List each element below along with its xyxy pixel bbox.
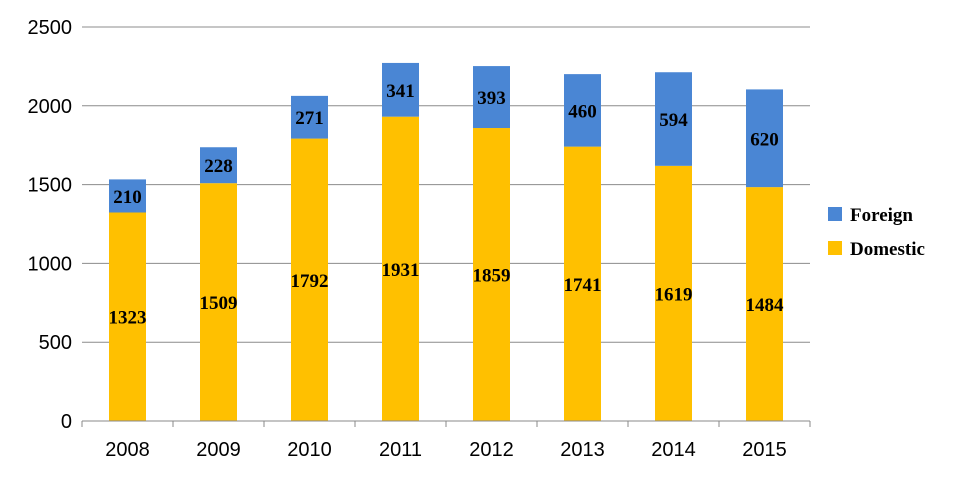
- x-axis-ticks: 2008 2009 2010 2011 2012 2013 2014 2015: [81, 421, 811, 461]
- y-tick-label: 500: [39, 332, 72, 354]
- x-tick-label: 2010: [287, 439, 332, 461]
- bar-foreign: [564, 74, 601, 147]
- y-axis-ticks: 0 500 1000 1500 2000 2500: [28, 17, 73, 433]
- bars: [109, 62, 783, 421]
- data-label-domestic: 1509: [200, 293, 238, 314]
- data-label-domestic: 1741: [564, 275, 602, 296]
- data-label-foreign: 271: [295, 108, 324, 129]
- data-label-foreign: 460: [568, 101, 597, 122]
- y-tick-label: 1500: [28, 175, 73, 197]
- x-tick-label: 2015: [742, 439, 787, 461]
- data-label-foreign: 620: [750, 129, 779, 150]
- bar-foreign: [291, 95, 328, 139]
- gridlines: [82, 26, 810, 343]
- y-tick-label: 2500: [28, 17, 73, 39]
- bar-domestic: [746, 187, 783, 421]
- bar-foreign: [109, 179, 146, 213]
- bar-domestic: [291, 138, 328, 421]
- legend-label-foreign: Foreign: [850, 205, 913, 226]
- bar-domestic: [655, 165, 692, 421]
- bar-foreign: [473, 66, 510, 129]
- bar-foreign: [200, 147, 237, 184]
- bar-foreign: [382, 62, 419, 117]
- data-label-domestic: 1792: [291, 271, 329, 292]
- data-label-foreign: 341: [386, 81, 415, 102]
- data-label-domestic: 1484: [746, 295, 785, 316]
- data-label-foreign: 594: [659, 110, 688, 131]
- x-tick-label: 2009: [196, 439, 241, 461]
- bar-domestic: [382, 116, 419, 421]
- legend-swatch-foreign: [828, 207, 842, 221]
- x-tick-label: 2012: [469, 439, 514, 461]
- bar-foreign: [746, 89, 783, 188]
- legend: Foreign Domestic: [828, 205, 925, 260]
- x-tick-label: 2008: [105, 439, 150, 461]
- data-label-foreign: 210: [113, 187, 142, 208]
- bar-domestic: [109, 212, 146, 421]
- bar-domestic: [564, 146, 601, 421]
- data-label-domestic: 1931: [382, 260, 420, 281]
- y-tick-label: 0: [61, 411, 72, 433]
- data-label-foreign: 393: [477, 88, 506, 109]
- data-label-domestic: 1859: [473, 266, 511, 287]
- y-tick-label: 1000: [28, 253, 73, 275]
- legend-swatch-domestic: [828, 241, 842, 255]
- data-label-foreign: 228: [204, 156, 233, 177]
- bar-foreign: [655, 72, 692, 166]
- x-tick-label: 2011: [379, 439, 422, 461]
- data-label-domestic: 1323: [109, 308, 147, 329]
- x-tick-label: 2013: [560, 439, 605, 461]
- bar-domestic: [473, 128, 510, 421]
- x-tick-label: 2014: [651, 439, 696, 461]
- legend-label-domestic: Domestic: [850, 239, 925, 260]
- y-tick-label: 2000: [28, 96, 73, 118]
- data-label-domestic: 1619: [655, 284, 693, 305]
- bar-domestic: [200, 183, 237, 421]
- data-labels: 1323 210 1509 228 1792 271 1931 341 1859 393 1741 4…: [109, 81, 785, 329]
